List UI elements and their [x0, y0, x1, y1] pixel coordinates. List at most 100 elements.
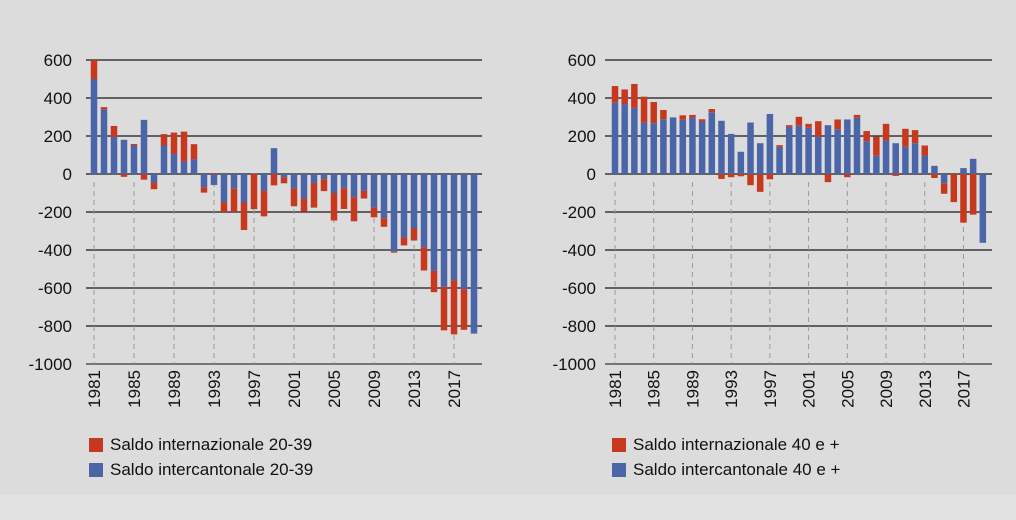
bar-internazionale-2018 — [969, 174, 977, 215]
bar-internazionale-2006 — [340, 188, 348, 209]
y-tick-label: 400 — [44, 89, 72, 108]
x-tick-label: 2001 — [800, 370, 819, 408]
bar-intercantonale-2001 — [805, 127, 812, 174]
y-tick-label: -200 — [562, 203, 596, 222]
x-tick-label: 2013 — [916, 370, 935, 408]
bar-internazionale-2007 — [350, 197, 358, 222]
bar-intercantonale-1993 — [727, 133, 735, 174]
bar-internazionale-1999 — [270, 174, 278, 186]
bar-intercantonale-1999 — [270, 148, 278, 174]
x-tick-label: 1981 — [85, 370, 104, 408]
x-tick-label: 2009 — [365, 370, 384, 408]
bar-internazionale-1993 — [210, 173, 218, 174]
bar-intercantonale-2006 — [340, 174, 348, 189]
bar-internazionale-2012 — [400, 237, 408, 246]
bar-internazionale-1984 — [120, 174, 128, 177]
bar-intercantonale-1992 — [718, 120, 725, 174]
bar-internazionale-2009 — [882, 123, 890, 141]
bar-intercantonale-1986 — [660, 119, 667, 174]
bar-intercantonale-1994 — [737, 151, 745, 174]
bar-internazionale-1982 — [100, 107, 108, 110]
bar-intercantonale-2013 — [410, 174, 418, 229]
bar-intercantonale-2008 — [873, 155, 880, 174]
bar-intercantonale-1983 — [110, 136, 118, 174]
bar-internazionale-1983 — [110, 125, 118, 137]
bar-intercantonale-2010 — [892, 143, 899, 174]
bar-internazionale-1988 — [679, 115, 687, 120]
bar-intercantonale-1992 — [200, 174, 208, 188]
bar-internazionale-1985 — [130, 143, 138, 146]
bar-internazionale-1990 — [698, 119, 706, 122]
bar-intercantonale-1999 — [785, 126, 793, 174]
bar-internazionale-2010 — [892, 174, 899, 176]
bar-internazionale-1991 — [708, 109, 716, 113]
bar-intercantonale-1993 — [210, 174, 218, 186]
bar-internazionale-1997 — [766, 174, 774, 180]
bar-internazionale-2014 — [931, 174, 938, 178]
x-tick-label: 2005 — [838, 370, 857, 408]
bar-intercantonale-1982 — [621, 104, 628, 174]
legend-label: Saldo intercantonale 20-39 — [110, 460, 314, 479]
x-tick-label: 2005 — [325, 370, 344, 408]
bar-internazionale-1986 — [140, 174, 148, 180]
bar-intercantonale-1990 — [698, 121, 706, 174]
bar-internazionale-2008 — [360, 190, 368, 199]
bar-intercantonale-1995 — [230, 174, 238, 189]
bar-internazionale-1994 — [220, 202, 228, 212]
y-tick-label: 200 — [44, 127, 72, 146]
bar-internazionale-1997 — [250, 174, 258, 210]
bar-internazionale-2004 — [834, 119, 841, 130]
bar-internazionale-2014 — [420, 247, 428, 271]
bar-internazionale-2011 — [390, 251, 398, 253]
bar-intercantonale-1985 — [650, 123, 657, 174]
bar-internazionale-2002 — [300, 198, 308, 212]
x-tick-label: 1993 — [722, 370, 741, 408]
bar-intercantonale-2002 — [300, 174, 308, 199]
bar-internazionale-1995 — [747, 174, 754, 186]
bar-internazionale-1992 — [718, 174, 725, 179]
bar-intercantonale-2019 — [979, 174, 987, 243]
x-tick-label: 2017 — [954, 370, 973, 408]
bar-intercantonale-1994 — [220, 174, 228, 203]
legend-label: Saldo intercantonale 40 e + — [633, 460, 841, 479]
bar-internazionale-2000 — [795, 116, 803, 126]
bar-intercantonale-2009 — [370, 174, 378, 208]
legend-swatch-blue — [612, 463, 626, 477]
bar-internazionale-1996 — [756, 174, 764, 192]
x-tick-label: 1993 — [205, 370, 224, 408]
bar-intercantonale-2004 — [320, 174, 328, 180]
bar-intercantonale-2009 — [882, 140, 890, 174]
bar-internazionale-2015 — [430, 270, 438, 293]
bar-intercantonale-2013 — [921, 155, 929, 174]
bar-intercantonale-2004 — [834, 129, 841, 174]
legend-label: Saldo internazionale 40 e + — [633, 435, 840, 454]
bar-intercantonale-2011 — [902, 146, 909, 174]
bar-intercantonale-2008 — [360, 174, 368, 191]
bar-intercantonale-2011 — [390, 174, 398, 252]
bar-internazionale-2003 — [310, 182, 318, 208]
bar-intercantonale-2000 — [280, 174, 288, 178]
x-tick-label: 1997 — [245, 370, 264, 408]
footer-strip — [0, 495, 1016, 520]
bar-intercantonale-1984 — [640, 122, 648, 174]
bar-internazionale-2007 — [863, 131, 870, 142]
bar-intercantonale-1981 — [611, 102, 619, 174]
bar-internazionale-1982 — [621, 89, 628, 105]
x-tick-label: 2001 — [285, 370, 304, 408]
bar-internazionale-2011 — [902, 128, 909, 147]
bar-internazionale-2009 — [370, 207, 378, 218]
bar-internazionale-2018 — [460, 289, 468, 330]
bar-internazionale-1998 — [776, 145, 783, 147]
bar-intercantonale-2005 — [844, 119, 851, 174]
legend-item-intercantonale-40-plus: Saldo intercantonale 40 e + — [612, 460, 840, 480]
bar-intercantonale-2006 — [853, 117, 861, 174]
y-tick-label: -1000 — [29, 355, 72, 374]
bar-internazionale-1999 — [785, 125, 793, 127]
bar-intercantonale-1996 — [756, 143, 764, 174]
x-tick-label: 1985 — [125, 370, 144, 408]
bar-internazionale-1991 — [190, 144, 198, 160]
legend-swatch-red — [612, 438, 626, 452]
bar-internazionale-1985 — [650, 101, 657, 124]
bar-intercantonale-1998 — [776, 146, 783, 174]
bar-intercantonale-1984 — [120, 139, 128, 174]
